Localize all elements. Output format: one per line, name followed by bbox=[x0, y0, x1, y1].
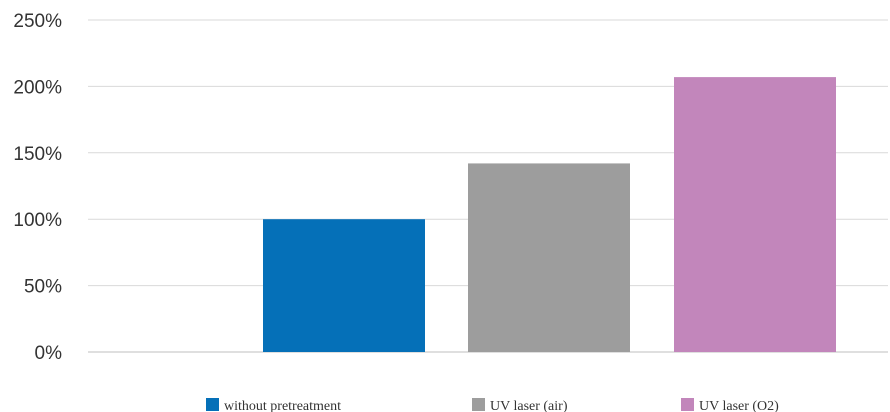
y-axis-ticks: 0% 50% 100% 150% 200% 250% bbox=[13, 11, 62, 364]
legend-label: UV laser (air) bbox=[490, 399, 568, 412]
legend-swatch bbox=[472, 398, 485, 411]
y-tick-label: 50% bbox=[24, 277, 62, 298]
y-tick-label: 250% bbox=[13, 11, 62, 32]
legend-swatch bbox=[681, 398, 694, 411]
legend-swatch bbox=[206, 398, 219, 411]
bar-uv-laser-o2 bbox=[674, 77, 836, 352]
legend-label: UV laser (O2) bbox=[699, 399, 779, 412]
bar-uv-laser-air bbox=[468, 163, 630, 352]
legend: without pretreatment UV laser (air) UV las… bbox=[206, 398, 779, 412]
bar-without-pretreatment bbox=[263, 219, 425, 352]
y-tick-label: 200% bbox=[13, 77, 62, 98]
y-tick-label: 150% bbox=[13, 144, 62, 165]
bars bbox=[263, 77, 836, 352]
y-tick-label: 0% bbox=[35, 343, 63, 364]
y-tick-label: 100% bbox=[13, 210, 62, 231]
legend-label: without pretreatment bbox=[224, 399, 341, 412]
